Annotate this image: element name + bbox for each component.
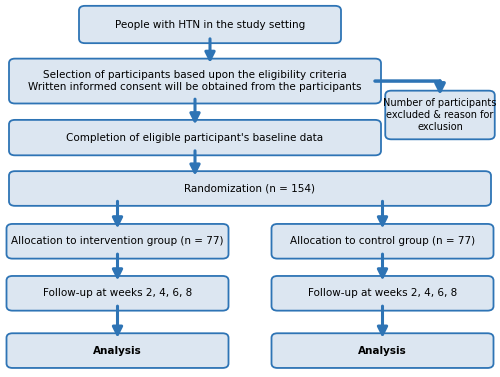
Text: Allocation to control group (n = 77): Allocation to control group (n = 77) [290,236,475,246]
FancyBboxPatch shape [9,171,491,206]
FancyBboxPatch shape [6,333,228,368]
Text: Follow-up at weeks 2, 4, 6, 8: Follow-up at weeks 2, 4, 6, 8 [43,288,192,298]
Text: Analysis: Analysis [93,346,142,356]
FancyBboxPatch shape [272,333,494,368]
Text: Selection of participants based upon the eligibility criteria
Written informed c: Selection of participants based upon the… [28,70,362,92]
FancyBboxPatch shape [9,58,381,103]
FancyBboxPatch shape [6,224,228,259]
Text: Follow-up at weeks 2, 4, 6, 8: Follow-up at weeks 2, 4, 6, 8 [308,288,457,298]
Text: Randomization (n = 154): Randomization (n = 154) [184,184,316,193]
FancyBboxPatch shape [9,120,381,155]
Text: Analysis: Analysis [358,346,407,356]
Text: Completion of eligible participant's baseline data: Completion of eligible participant's bas… [66,133,324,143]
FancyBboxPatch shape [79,6,341,43]
Text: People with HTN in the study setting: People with HTN in the study setting [115,20,305,29]
Text: Allocation to intervention group (n = 77): Allocation to intervention group (n = 77… [11,236,224,246]
Text: Number of participants
excluded & reason for
exclusion: Number of participants excluded & reason… [384,98,496,132]
FancyBboxPatch shape [6,276,228,311]
FancyBboxPatch shape [385,91,494,139]
FancyBboxPatch shape [272,276,494,311]
FancyBboxPatch shape [272,224,494,259]
